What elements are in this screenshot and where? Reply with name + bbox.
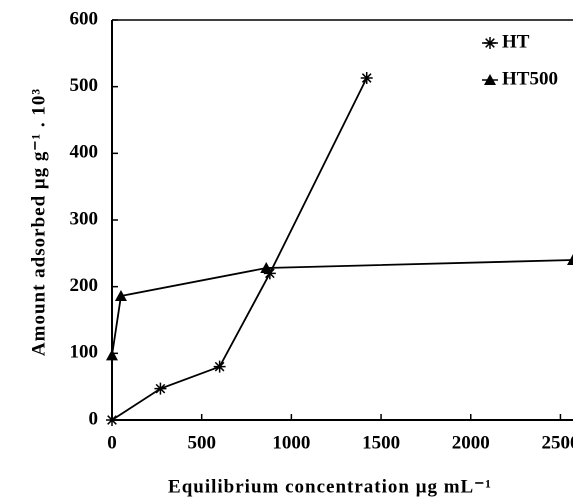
y-tick-label: 200 — [70, 275, 99, 296]
legend-marker — [484, 37, 496, 49]
marker — [567, 254, 573, 265]
marker — [106, 349, 118, 361]
y-tick-label: 500 — [70, 75, 99, 96]
y-tick-label: 300 — [70, 208, 99, 229]
legend-label: HT500 — [502, 68, 558, 89]
y-tick-label: 600 — [70, 8, 99, 29]
x-tick-label: 500 — [187, 432, 216, 453]
y-tick-label: 0 — [89, 408, 99, 429]
x-tick-label: 2500 — [541, 432, 573, 453]
y-tick-label: 100 — [70, 342, 99, 363]
marker — [360, 72, 373, 84]
series-line — [111, 259, 573, 356]
y-axis-label: Amount adsorbed μg g⁻¹ . 10³ — [28, 88, 49, 356]
legend-marker — [484, 74, 496, 85]
x-axis-label: Equilibrium concentration μg mL⁻¹ — [168, 476, 492, 497]
y-tick-label: 400 — [70, 142, 99, 163]
x-tick-label: 1000 — [272, 432, 310, 453]
legend-label: HT — [502, 31, 530, 52]
plot-area — [106, 72, 573, 426]
marker — [154, 382, 167, 395]
x-tick-label: 2000 — [452, 432, 490, 453]
series-line — [111, 77, 368, 421]
marker — [213, 360, 226, 373]
marker — [114, 290, 127, 301]
marker — [263, 267, 276, 280]
x-tick-label: 1500 — [362, 432, 400, 453]
marker — [106, 414, 118, 426]
x-tick-label: 0 — [107, 432, 117, 453]
marker — [260, 262, 273, 273]
